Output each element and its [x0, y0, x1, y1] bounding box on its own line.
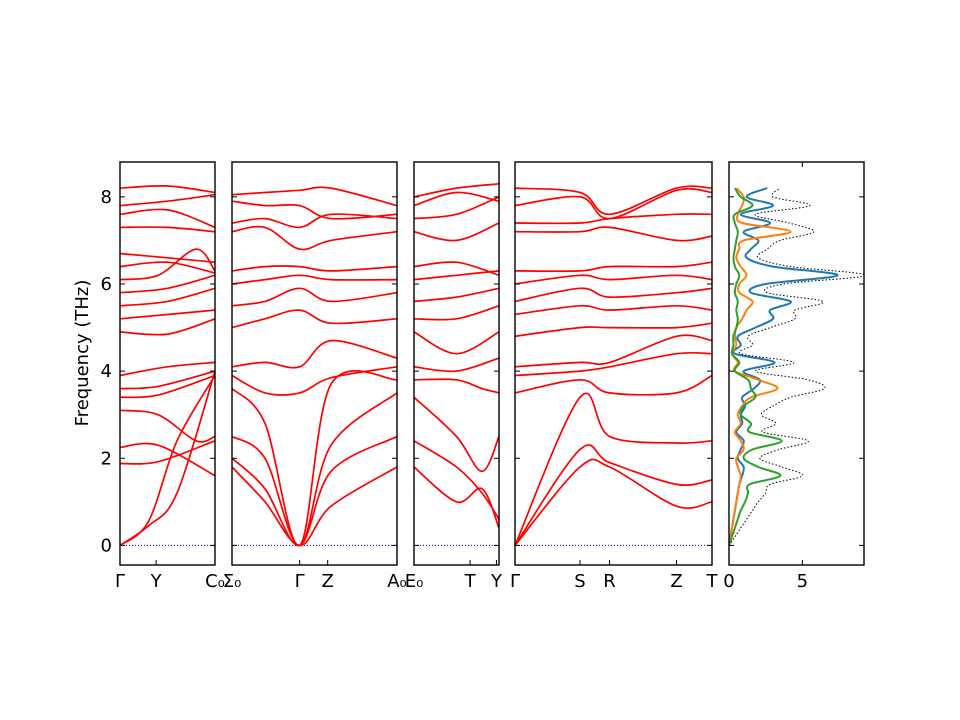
band-line-6 [120, 374, 215, 399]
q-point-label: E₀ [405, 571, 424, 592]
q-point-label: Γ [295, 571, 305, 592]
band-line-13 [120, 248, 215, 281]
band-line-13 [232, 200, 397, 220]
band-line-8 [232, 287, 397, 307]
band-line-9 [232, 274, 397, 285]
q-point-label: Y [490, 571, 503, 592]
band-line-5 [232, 365, 397, 396]
y-tick-label: 2 [101, 448, 112, 469]
q-point-label: C₀ [205, 571, 225, 592]
band-line-2 [515, 444, 712, 546]
band-line-7 [120, 370, 215, 390]
total-dos-line [729, 187, 864, 546]
band-line-15 [120, 252, 215, 264]
band-line-10 [120, 309, 215, 320]
dos-x-tick-label: 5 [797, 571, 808, 592]
band-line-6 [232, 339, 397, 369]
band-panel-3: E₀ T Y [405, 161, 503, 592]
q-point-label: Z [322, 571, 334, 592]
band-line-10 [232, 265, 397, 272]
y-tick-label: 0 [101, 535, 112, 556]
band-line-4 [414, 378, 499, 394]
band-line-5 [120, 409, 215, 443]
band-line-11 [414, 222, 499, 242]
q-point-label: Γ [115, 571, 125, 592]
band-line-7 [232, 309, 397, 329]
q-point-label: S [574, 571, 585, 592]
pdos-orange-line [729, 187, 792, 546]
band-line-6 [515, 334, 712, 368]
panel-frame [119, 161, 216, 566]
band-line-8 [120, 361, 215, 377]
pdos-green-line [729, 187, 783, 546]
band-line-11 [120, 287, 215, 307]
band-line-11 [232, 225, 397, 251]
band-line-3 [515, 392, 712, 546]
band-line-4 [515, 374, 712, 396]
q-point-label: Z [670, 571, 682, 592]
dos-frame [728, 161, 865, 566]
panel-frame [231, 161, 398, 566]
band-panel-2: Σ₀ Γ Z A₀ [223, 161, 407, 592]
band-line-18 [120, 193, 215, 207]
band-line-8 [414, 287, 499, 303]
band-line-3 [414, 396, 499, 473]
band-line-5 [414, 357, 499, 373]
band-line-14 [515, 187, 712, 220]
band-line-2 [120, 375, 215, 547]
band-line-7 [515, 322, 712, 338]
y-tick-label: 6 [101, 274, 112, 295]
band-line-1 [515, 458, 712, 546]
band-line-12 [414, 196, 499, 220]
band-line-15 [515, 185, 712, 216]
band-line-16 [120, 226, 215, 233]
band-line-2 [414, 440, 499, 520]
band-line-11 [515, 261, 712, 273]
band-line-17 [120, 208, 215, 229]
band-line-12 [120, 274, 215, 294]
band-line-8 [515, 304, 712, 316]
band-line-10 [515, 274, 712, 285]
y-tick-label: 8 [101, 187, 112, 208]
band-line-14 [120, 261, 215, 274]
band-line-5 [515, 351, 712, 377]
q-point-label: Γ [510, 571, 520, 592]
panel-frame [514, 161, 713, 566]
y-tick-label: 4 [101, 361, 112, 382]
band-line-9 [515, 287, 712, 303]
band-line-13 [414, 191, 499, 207]
q-point-label: Y [150, 571, 163, 592]
band-line-4 [232, 370, 397, 547]
band-line-12 [232, 213, 397, 229]
q-point-label: T [464, 571, 477, 592]
y-axis-label: Frequency (THz) [72, 280, 93, 427]
band-line-12 [515, 226, 712, 242]
band-line-14 [232, 186, 397, 207]
q-point-label: R [603, 571, 616, 592]
q-point-label: Σ₀ [223, 571, 242, 592]
band-line-6 [414, 331, 499, 355]
band-line-14 [414, 182, 499, 198]
band-line-3 [120, 440, 215, 465]
band-line-10 [414, 261, 499, 277]
band-line-9 [120, 317, 215, 336]
panel-frame [413, 161, 500, 566]
dos-x-tick-label: 0 [723, 571, 734, 592]
band-line-7 [414, 304, 499, 321]
band-line-19 [120, 184, 215, 194]
q-point-label: T [706, 571, 719, 592]
band-panel-1: 0 2 4 6 8 Γ Y C₀ [101, 161, 225, 592]
q-point-label: A₀ [387, 571, 407, 592]
band-line-4 [120, 442, 215, 477]
